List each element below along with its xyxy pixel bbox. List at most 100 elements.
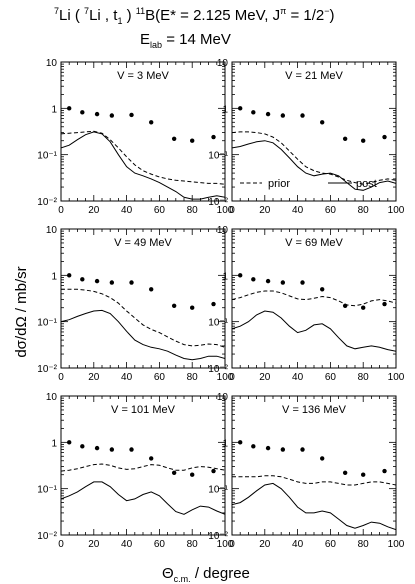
post-curve xyxy=(61,481,225,515)
reaction-title: 7Li ( 7Li , t1 ) 11B(E* = 2.125 MeV, Jπ … xyxy=(54,6,335,26)
y-tick-label: 10⁻² xyxy=(208,197,228,208)
y-tick-label: 10⁻² xyxy=(208,531,228,542)
panels-group: 0 20 40 60 80 100 10⁻² 10⁻¹ 1 10 V = 3 MeV 0 20 40 60 8… xyxy=(37,58,405,550)
x-tick-label: 20 xyxy=(88,372,100,383)
data-point xyxy=(238,273,243,278)
post-curve xyxy=(232,310,396,352)
data-point xyxy=(382,468,387,474)
x-tick-label: 80 xyxy=(358,372,370,383)
x-tick-label: 60 xyxy=(154,205,166,216)
x-tick-label: 80 xyxy=(187,205,199,216)
y-tick-label: 1 xyxy=(222,271,228,282)
y-tick-label: 10⁻² xyxy=(37,364,57,375)
data-point xyxy=(109,447,115,452)
data-point xyxy=(382,301,387,307)
x-tick-label: 60 xyxy=(154,372,166,383)
data-point xyxy=(342,136,348,142)
y-tick-label: 1 xyxy=(51,271,57,282)
x-tick-label: 80 xyxy=(358,205,370,216)
x-tick-label: 60 xyxy=(325,539,337,550)
data-point xyxy=(265,111,271,117)
y-tick-label: 1 xyxy=(51,104,57,115)
data-point xyxy=(67,273,72,278)
data-point xyxy=(342,303,348,309)
panel-title: V = 49 MeV xyxy=(114,237,172,249)
x-tick-label: 20 xyxy=(259,539,271,550)
data-point xyxy=(265,445,271,451)
data-point xyxy=(361,305,366,310)
y-tick-label: 10 xyxy=(217,58,229,69)
x-tick-label: 40 xyxy=(121,539,133,550)
panel-title: V = 136 MeV xyxy=(282,404,347,416)
y-tick-label: 10⁻¹ xyxy=(208,485,228,496)
y-tick-label: 1 xyxy=(222,438,228,449)
data-point xyxy=(109,280,115,285)
y-tick-label: 10⁻¹ xyxy=(37,318,57,329)
data-point xyxy=(320,120,325,125)
panel-title: V = 101 MeV xyxy=(111,404,176,416)
data-point xyxy=(280,280,286,285)
prior-curve xyxy=(61,288,225,348)
data-point xyxy=(251,444,256,449)
x-tick-label: 40 xyxy=(292,539,304,550)
x-tick-label: 20 xyxy=(259,205,271,216)
y-tick-label: 10 xyxy=(217,225,229,236)
x-tick-label: 0 xyxy=(58,372,64,383)
data-point xyxy=(251,277,256,282)
data-point xyxy=(361,138,366,143)
panel-title: V = 21 MeV xyxy=(285,70,343,82)
data-point xyxy=(300,113,305,118)
data-point xyxy=(265,278,271,284)
y-tick-label: 10⁻¹ xyxy=(208,318,228,329)
post-curve xyxy=(232,482,396,531)
legend-prior-label: prior xyxy=(268,178,290,190)
data-point xyxy=(149,287,154,292)
post-curve xyxy=(61,309,225,361)
y-tick-label: 10⁻² xyxy=(208,364,228,375)
beam-energy-title: Elab = 14 MeV xyxy=(140,31,231,50)
data-point xyxy=(94,111,100,117)
data-point xyxy=(300,447,305,452)
y-tick-label: 1 xyxy=(222,104,228,115)
y-axis-label: dσ/dΩ / mb/sr xyxy=(13,266,30,357)
x-tick-label: 40 xyxy=(121,205,133,216)
data-point xyxy=(129,447,134,452)
data-point xyxy=(171,136,177,142)
x-tick-label: 20 xyxy=(88,539,100,550)
x-tick-label: 20 xyxy=(259,372,271,383)
prior-curve xyxy=(232,131,396,185)
data-point xyxy=(80,277,85,282)
data-point xyxy=(280,447,286,452)
x-tick-label: 60 xyxy=(325,372,337,383)
panel-title: V = 69 MeV xyxy=(285,237,343,249)
panel-title: V = 3 MeV xyxy=(117,70,169,82)
data-point xyxy=(211,468,216,474)
x-tick-label: 100 xyxy=(388,205,405,216)
x-tick-label: 40 xyxy=(292,205,304,216)
data-point xyxy=(361,472,366,477)
data-point xyxy=(382,134,387,140)
data-point xyxy=(211,134,216,140)
y-tick-label: 10 xyxy=(217,392,229,403)
data-point xyxy=(320,456,325,461)
y-tick-label: 1 xyxy=(51,438,57,449)
legend-post-label: post xyxy=(356,178,377,190)
data-point xyxy=(109,113,115,118)
plot-frame xyxy=(60,395,226,536)
data-point xyxy=(300,280,305,285)
data-point xyxy=(129,280,134,285)
x-tick-label: 20 xyxy=(88,205,100,216)
x-tick-label: 60 xyxy=(154,539,166,550)
data-point xyxy=(67,106,72,111)
x-tick-label: 0 xyxy=(58,539,64,550)
prior-curve xyxy=(232,290,396,307)
prior-curve xyxy=(61,130,225,185)
x-tick-label: 40 xyxy=(121,372,133,383)
x-tick-label: 60 xyxy=(325,205,337,216)
y-tick-label: 10⁻¹ xyxy=(37,151,57,162)
